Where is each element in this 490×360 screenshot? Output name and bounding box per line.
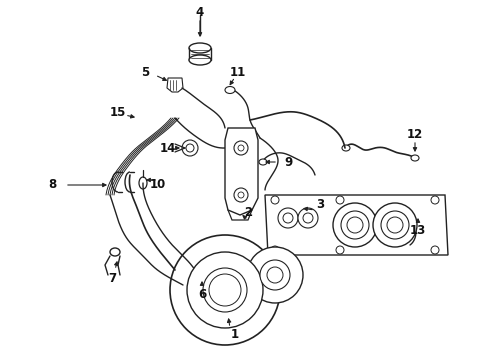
Circle shape bbox=[238, 145, 244, 151]
Circle shape bbox=[283, 213, 293, 223]
Polygon shape bbox=[228, 198, 252, 220]
Ellipse shape bbox=[342, 145, 350, 151]
Ellipse shape bbox=[189, 55, 211, 65]
Circle shape bbox=[267, 267, 283, 283]
Circle shape bbox=[336, 246, 344, 254]
Circle shape bbox=[336, 196, 344, 204]
Text: 8: 8 bbox=[48, 179, 56, 192]
Text: 13: 13 bbox=[410, 224, 426, 237]
Circle shape bbox=[341, 211, 369, 239]
Circle shape bbox=[387, 217, 403, 233]
Circle shape bbox=[187, 252, 263, 328]
Circle shape bbox=[247, 247, 303, 303]
Polygon shape bbox=[167, 78, 183, 92]
Polygon shape bbox=[265, 195, 448, 255]
Text: 14: 14 bbox=[160, 141, 176, 154]
Text: 15: 15 bbox=[110, 105, 126, 118]
Text: 2: 2 bbox=[244, 207, 252, 220]
Circle shape bbox=[347, 217, 363, 233]
Circle shape bbox=[333, 203, 377, 247]
Ellipse shape bbox=[411, 155, 419, 161]
Ellipse shape bbox=[259, 159, 267, 165]
Circle shape bbox=[170, 235, 280, 345]
Circle shape bbox=[260, 260, 290, 290]
Text: 12: 12 bbox=[407, 129, 423, 141]
Circle shape bbox=[278, 208, 298, 228]
Circle shape bbox=[373, 203, 417, 247]
Text: 6: 6 bbox=[198, 288, 206, 302]
Text: 9: 9 bbox=[284, 156, 292, 168]
Circle shape bbox=[186, 144, 194, 152]
Text: 10: 10 bbox=[150, 179, 166, 192]
Circle shape bbox=[431, 196, 439, 204]
Circle shape bbox=[303, 213, 313, 223]
Text: 7: 7 bbox=[108, 271, 116, 284]
Ellipse shape bbox=[139, 177, 147, 189]
Text: 1: 1 bbox=[231, 328, 239, 342]
Text: 4: 4 bbox=[196, 5, 204, 18]
Circle shape bbox=[234, 141, 248, 155]
Ellipse shape bbox=[225, 86, 235, 94]
Circle shape bbox=[182, 140, 198, 156]
Circle shape bbox=[234, 188, 248, 202]
Circle shape bbox=[271, 196, 279, 204]
Polygon shape bbox=[225, 128, 258, 215]
Circle shape bbox=[203, 268, 247, 312]
Ellipse shape bbox=[189, 43, 211, 53]
Ellipse shape bbox=[404, 217, 412, 223]
Circle shape bbox=[381, 211, 409, 239]
Text: 5: 5 bbox=[141, 66, 149, 78]
Circle shape bbox=[238, 192, 244, 198]
Circle shape bbox=[209, 274, 241, 306]
Ellipse shape bbox=[200, 266, 210, 274]
Circle shape bbox=[271, 246, 279, 254]
Circle shape bbox=[431, 246, 439, 254]
Circle shape bbox=[298, 208, 318, 228]
Text: 11: 11 bbox=[230, 66, 246, 78]
Ellipse shape bbox=[110, 248, 120, 256]
Text: 3: 3 bbox=[316, 198, 324, 211]
